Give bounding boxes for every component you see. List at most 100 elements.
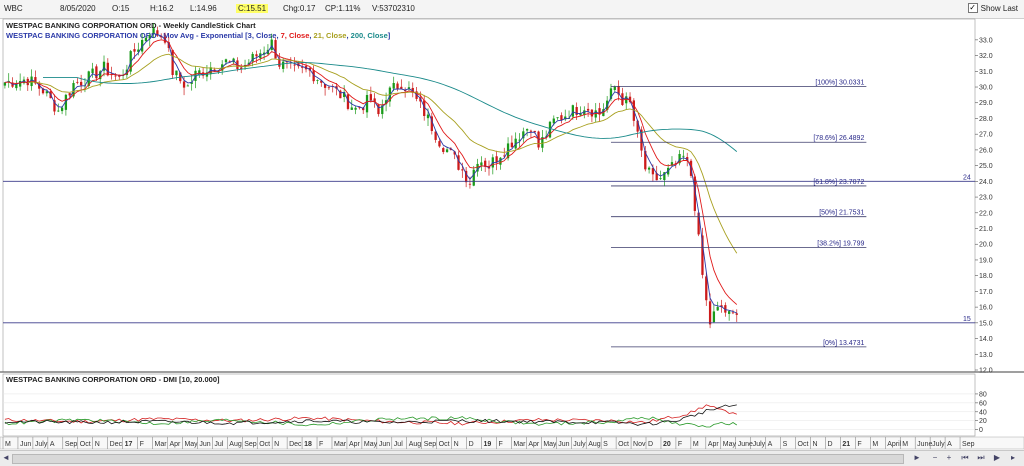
candle-body (255, 54, 258, 57)
scroll-end-icon[interactable]: ⏭ (977, 453, 985, 462)
candle-body (320, 80, 323, 83)
candle-body (731, 312, 735, 314)
x-tick-label: S (603, 441, 608, 448)
candle-body (636, 120, 639, 132)
x-tick-label: D (648, 441, 653, 448)
y-tick-label: 23.0 (979, 195, 993, 202)
fib-level-label: [61.8%] 23.7072 (813, 179, 864, 186)
date-label: 8/05/2020 (60, 4, 96, 13)
x-tick-label: Mar (513, 441, 526, 448)
scroll-left-icon[interactable]: ◄ (2, 453, 10, 462)
x-axis (0, 436, 1024, 450)
dmi-title: WESTPAC BANKING CORPORATION ORD - DMI [1… (6, 375, 220, 384)
zoom-out-icon[interactable]: − (932, 453, 938, 462)
candle-body (278, 58, 281, 67)
candle-body (15, 84, 18, 89)
candle-body (60, 107, 64, 112)
candle-body (682, 155, 685, 157)
x-tick-label: Apr (169, 441, 181, 448)
candle-body (152, 28, 155, 34)
candle-body (156, 30, 159, 36)
candle-body (586, 108, 590, 111)
settings-icon[interactable]: ▸ (1010, 453, 1015, 462)
x-tick-label: F (678, 441, 682, 448)
x-tick-label: Dec (289, 441, 302, 448)
candle-body (423, 100, 426, 116)
candle-body (659, 178, 662, 180)
candle-body (552, 118, 555, 124)
dmi-y-tick-label: 20 (979, 418, 987, 425)
y-tick-label: 12.0 (979, 368, 993, 375)
candle-body (518, 139, 521, 141)
candle-body (503, 155, 506, 157)
candle-body (144, 37, 148, 42)
candle-body (270, 39, 273, 51)
show-last-toggle[interactable]: ✓ Show Last (967, 3, 1018, 13)
candle-body (148, 35, 151, 39)
candle-body (678, 153, 681, 164)
x-tick-label: May (184, 441, 198, 448)
y-tick-label: 29.0 (979, 100, 993, 107)
horizontal-scrollbar[interactable]: ◄ ► − + ⏮ ⏭ ▶ ▸ (0, 450, 1024, 466)
candle-body (579, 113, 582, 116)
candle-body (419, 97, 422, 102)
candle-body (114, 75, 117, 77)
y-tick-label: 26.0 (979, 147, 993, 154)
play-icon[interactable]: ▶ (993, 453, 1001, 462)
open-label: O:15 (112, 4, 130, 13)
x-tick-label: Mar (334, 441, 347, 448)
horizontal-level-label: 24 (963, 174, 971, 181)
candle-body (38, 84, 41, 89)
candle-body (198, 70, 201, 74)
candle-body (716, 307, 719, 311)
candle-body (663, 172, 666, 181)
checkbox-icon[interactable]: ✓ (967, 3, 978, 13)
candle-body (369, 94, 372, 101)
zoom-in-icon[interactable]: + (946, 453, 952, 462)
candle-body (41, 88, 45, 94)
dmi-y-tick-label: 60 (979, 400, 987, 407)
scrollbar-thumb[interactable] (12, 454, 904, 464)
candle-body (346, 94, 350, 109)
chart-subtitle: WESTPAC BANKING CORPORATION ORD - Mov Av… (6, 31, 391, 40)
x-tick-label: Apr (708, 441, 720, 448)
dmi-y-tick-label: 80 (979, 391, 987, 398)
candle-body (102, 61, 106, 71)
dmi-y-tick-label: 40 (979, 409, 987, 416)
candle-body (34, 77, 37, 84)
x-tick-label: 20 (663, 441, 671, 448)
candle-body (240, 67, 243, 70)
x-tick-label: Sep (424, 441, 437, 448)
candle-body (99, 71, 102, 80)
candle-body (529, 130, 533, 132)
info-bar: WBC 8/05/2020 O:15 H:16.2 L:14.96 C:15.5… (0, 0, 1024, 19)
candle-body (26, 78, 29, 86)
y-tick-label: 13.0 (979, 352, 993, 359)
candle-body (91, 68, 94, 74)
scroll-start-icon[interactable]: ⏮ (961, 453, 969, 462)
scroll-right-icon[interactable]: ► (913, 453, 921, 462)
volume-label: V:53702310 (372, 4, 415, 13)
x-tick-label: M (693, 441, 699, 448)
candle-body (160, 35, 163, 38)
candle-body (396, 83, 399, 89)
y-tick-label: 21.0 (979, 226, 993, 233)
fib-level-label: [100%] 30.0331 (815, 80, 864, 87)
x-tick-label: Mar (155, 441, 168, 448)
x-tick-label: April (887, 441, 901, 448)
candle-body (247, 62, 251, 64)
candle-body (464, 170, 468, 183)
candle-body (400, 86, 403, 90)
x-tick-label: N (274, 441, 279, 448)
x-tick-label: Nov (633, 441, 646, 448)
candle-body (628, 96, 632, 103)
candle-body (651, 168, 655, 175)
candle-body (3, 82, 7, 86)
x-tick-label: Jun (379, 441, 390, 448)
x-tick-label: A (947, 441, 952, 448)
x-tick-label: Jul (214, 441, 223, 448)
x-tick-label: A (50, 441, 55, 448)
y-tick-label: 15.0 (979, 320, 993, 327)
